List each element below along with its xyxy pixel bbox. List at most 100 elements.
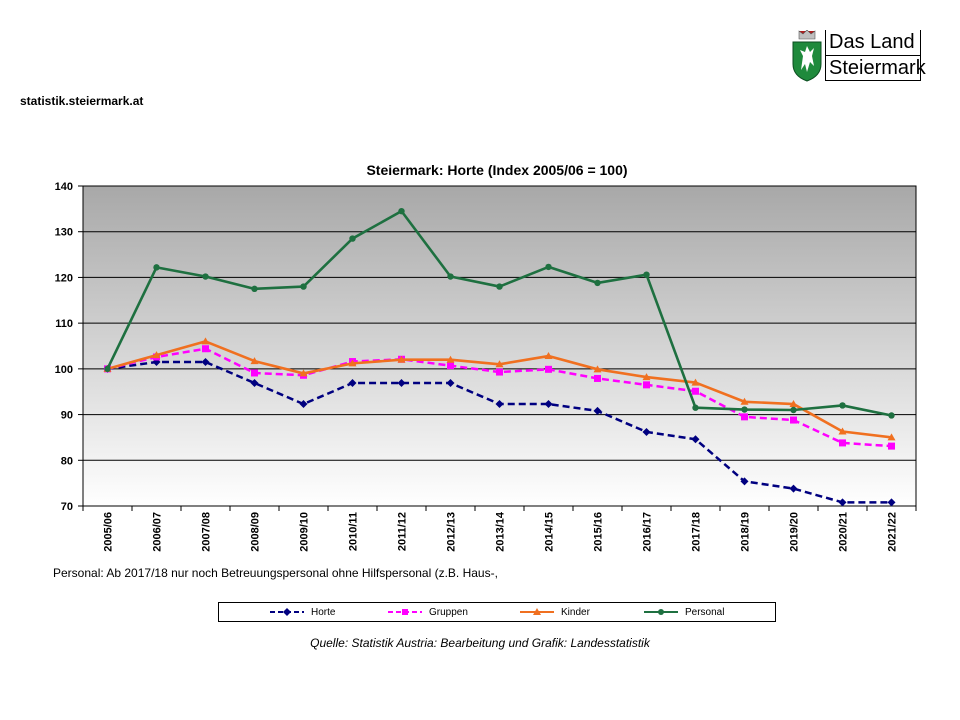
- data-point-personal: [447, 273, 454, 280]
- data-point-kinder: [593, 365, 602, 373]
- x-tick-label: 2020/21: [838, 512, 850, 552]
- x-tick-label: 2012/13: [446, 512, 458, 552]
- data-point-personal: [545, 263, 552, 271]
- data-point-kinder: [495, 360, 504, 368]
- x-tick-label: 2021/22: [887, 512, 899, 552]
- y-tick-label: 140: [55, 181, 73, 193]
- coat-of-arms-icon: [792, 30, 822, 82]
- legend: Horte Gruppen Kinder Personal: [218, 602, 776, 622]
- data-point-gruppen: [643, 381, 650, 389]
- data-point-kinder: [642, 373, 651, 381]
- data-point-personal: [643, 271, 650, 278]
- x-tick-label: 2009/10: [299, 512, 311, 552]
- x-tick-label: 2006/07: [152, 512, 164, 552]
- data-point-horte: [250, 379, 259, 388]
- data-point-gruppen: [202, 345, 209, 353]
- x-tick-label: 2008/09: [250, 512, 262, 552]
- data-point-kinder: [838, 427, 847, 435]
- data-point-personal: [496, 283, 503, 290]
- legend-marker-personal: [644, 609, 678, 615]
- data-point-gruppen: [594, 374, 601, 382]
- data-point-personal: [741, 406, 748, 413]
- data-point-kinder: [201, 337, 210, 345]
- data-point-personal: [692, 404, 699, 411]
- data-point-horte: [397, 379, 406, 388]
- data-point-horte: [495, 400, 504, 409]
- logo-line1: Das Land: [829, 31, 915, 53]
- x-tick-label: 2015/16: [593, 512, 605, 552]
- legend-item-personal: Personal: [643, 603, 724, 621]
- data-point-gruppen: [692, 387, 699, 395]
- data-point-kinder: [250, 357, 259, 365]
- data-point-kinder: [152, 351, 161, 359]
- data-point-kinder: [348, 359, 357, 367]
- legend-marker-gruppen: [388, 609, 422, 615]
- plot-area: [82, 185, 917, 507]
- legend-item-horte: Horte: [269, 603, 335, 621]
- data-point-kinder: [544, 352, 553, 360]
- series-group: [103, 207, 896, 507]
- data-point-personal: [888, 412, 895, 419]
- x-tick-label: 2017/18: [691, 512, 703, 552]
- legend-marker-horte: [270, 608, 304, 616]
- y-tick-label: 70: [61, 501, 73, 513]
- legend-label-kinder: Kinder: [561, 606, 590, 618]
- footnote: Personal: Ab 2017/18 nur noch Betreuungs…: [53, 566, 498, 580]
- data-point-horte: [642, 427, 651, 436]
- data-point-gruppen: [839, 439, 846, 447]
- data-point-kinder: [740, 397, 749, 405]
- x-tick-label: 2011/12: [397, 512, 409, 551]
- x-tick-label: 2014/15: [544, 512, 556, 552]
- data-point-horte: [593, 406, 602, 415]
- logo-divider: [825, 55, 920, 56]
- data-point-personal: [349, 235, 356, 242]
- data-point-horte: [740, 477, 749, 486]
- data-point-gruppen: [545, 365, 552, 373]
- data-point-personal: [300, 283, 307, 290]
- data-point-personal: [202, 273, 209, 280]
- source-note: Quelle: Statistik Austria: Bearbeitung u…: [310, 636, 650, 650]
- y-tick-label: 110: [55, 318, 73, 330]
- legend-item-kinder: Kinder: [519, 603, 590, 621]
- data-point-personal: [594, 279, 601, 287]
- data-point-horte: [446, 379, 455, 388]
- x-tick-label: 2010/11: [348, 512, 360, 551]
- y-tick-label: 90: [61, 410, 73, 422]
- x-tick-label: 2013/14: [495, 511, 507, 552]
- data-point-horte: [201, 358, 210, 366]
- legend-label-personal: Personal: [685, 606, 725, 618]
- data-point-horte: [691, 435, 700, 444]
- legend-marker-kinder: [520, 608, 554, 615]
- data-point-personal: [398, 207, 405, 215]
- logo-line2: Steiermark: [829, 57, 926, 79]
- x-axis: 2005/06 2006/07 2007/08 2008/09 2009/10 2010/…: [82, 506, 917, 552]
- data-point-personal: [790, 406, 797, 414]
- data-point-horte: [887, 498, 896, 507]
- data-point-personal: [104, 365, 111, 373]
- chart-title: Steiermark: Horte (Index 2005/06 = 100): [366, 162, 627, 178]
- line-chart: Steiermark: Horte (Index 2005/06 = 100) …: [55, 162, 917, 552]
- data-point-kinder: [887, 433, 896, 441]
- logo: Das Land Steiermark: [792, 30, 926, 84]
- data-point-kinder: [446, 355, 455, 363]
- legend-item-gruppen: Gruppen: [387, 603, 468, 621]
- y-tick-label: 100: [55, 364, 73, 376]
- data-point-personal: [839, 402, 846, 409]
- data-point-gruppen: [447, 362, 454, 370]
- data-point-kinder: [299, 369, 308, 377]
- data-point-horte: [838, 498, 847, 507]
- y-axis: 70 80 90 100 110 120 130 140: [55, 181, 83, 513]
- y-tick-label: 120: [55, 272, 73, 284]
- legend-label-horte: Horte: [311, 606, 336, 618]
- data-point-gruppen: [888, 442, 895, 450]
- data-point-gruppen: [790, 416, 797, 424]
- data-point-kinder: [789, 400, 798, 408]
- data-point-horte: [348, 379, 357, 388]
- x-tick-label: 2005/06: [103, 512, 115, 552]
- x-tick-label: 2016/17: [642, 512, 654, 552]
- y-tick-label: 80: [61, 455, 73, 467]
- legend-label-gruppen: Gruppen: [429, 606, 468, 618]
- data-point-horte: [544, 400, 553, 409]
- data-point-horte: [299, 400, 308, 409]
- data-point-personal: [251, 285, 258, 293]
